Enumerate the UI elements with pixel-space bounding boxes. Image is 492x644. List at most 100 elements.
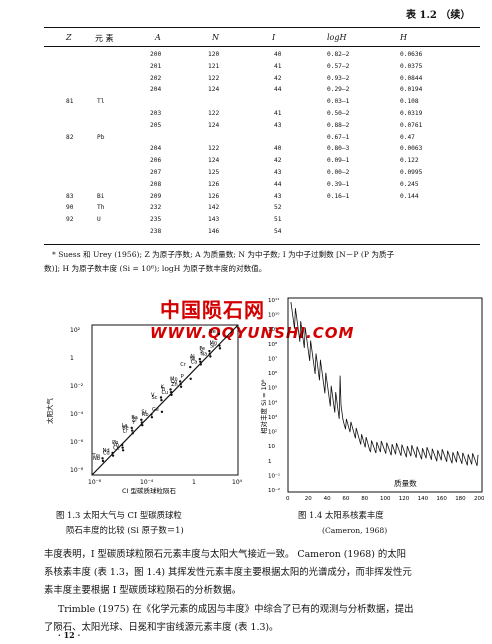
table-cell: 51 bbox=[274, 216, 282, 224]
table-cell: 44 bbox=[274, 180, 282, 188]
fig13-element-label: Ba bbox=[131, 415, 138, 421]
fig13-element-label: Nb bbox=[93, 456, 100, 462]
fig13-point bbox=[160, 410, 164, 414]
fig13-point bbox=[169, 390, 173, 394]
table-cell: 0.93—2 bbox=[327, 74, 350, 82]
fig13-y-tick-label: 10² bbox=[70, 327, 81, 334]
body-para-1-line-1: 丰度表明，I 型碳质球粒陨石元素丰度与太阳大气接近一致。 Cameron (19… bbox=[44, 549, 407, 560]
table-cell: 0.0375 bbox=[400, 62, 423, 70]
watermark-chinese: 中国陨石网 bbox=[160, 298, 265, 322]
fig13-point bbox=[140, 421, 144, 424]
table-cell: 0.0844 bbox=[400, 74, 423, 82]
fig13-point bbox=[131, 429, 134, 432]
table-cell: U bbox=[97, 216, 101, 224]
fig14-x-tick-label: 100 bbox=[380, 496, 391, 502]
body-para-1-line-3: 素丰度主要根据 I 型碳质球粒陨石的分析数据。 bbox=[44, 585, 242, 596]
fig14-y-tick-label: 10⁸ bbox=[268, 341, 278, 348]
fig13-point bbox=[179, 385, 183, 388]
fig13-point bbox=[111, 454, 115, 457]
figure-1-4-caption-line-2: (Cameron, 1968) bbox=[322, 526, 388, 535]
fig14-abundance-curve bbox=[290, 301, 479, 467]
fig14-x-tick-label: 60 bbox=[342, 496, 349, 502]
fig13-plot-frame bbox=[91, 324, 239, 476]
page-number: · 12 · bbox=[58, 630, 81, 640]
table-cell: Th bbox=[97, 204, 105, 212]
fig13-element-label: Ne bbox=[209, 329, 216, 335]
fig13-point bbox=[141, 424, 144, 427]
fig13-element-label: Pb bbox=[112, 440, 118, 446]
fig13-y-tick-label: 10⁻⁶ bbox=[70, 439, 84, 446]
table-cell: 146 bbox=[208, 228, 220, 235]
table-cell: 232 bbox=[150, 204, 162, 212]
fig13-point bbox=[208, 349, 211, 353]
table-note-line-1: * Suess 和 Urey (1956); Z 为原子序数; A 为质量数; … bbox=[52, 250, 395, 259]
table-cell: 82 bbox=[66, 133, 74, 141]
fig14-x-tick-label: 180 bbox=[455, 496, 466, 502]
fig13-point bbox=[199, 360, 202, 363]
fig13-element-label: Ce bbox=[113, 445, 120, 451]
table-cell: 0.0636 bbox=[400, 51, 423, 58]
fig14-y-tick-label: 10⁵ bbox=[268, 385, 277, 392]
table-cell: 83 bbox=[66, 192, 74, 200]
table-cell: 0.80—3 bbox=[327, 145, 350, 153]
table-cell: 81 bbox=[66, 98, 74, 106]
table-cell: 0.88—2 bbox=[327, 121, 350, 129]
table-cell: 143 bbox=[208, 216, 220, 224]
fig14-y-axis-label: 相对丰度 Si = 10⁶ bbox=[259, 379, 268, 434]
fig13-x-tick-label: 10⁻⁸ bbox=[88, 479, 102, 486]
fig14-y-tick-label: 10¹⁰ bbox=[268, 312, 280, 319]
fig13-y-tick-label: 1 bbox=[70, 355, 74, 362]
fig13-element-label: Al bbox=[190, 354, 195, 360]
table-cell: 40 bbox=[274, 145, 282, 153]
table-cell: 204 bbox=[150, 145, 162, 153]
fig13-point bbox=[140, 418, 143, 422]
fig14-y-tick-label: 10⁷ bbox=[268, 355, 277, 362]
col-header-z: Z bbox=[66, 33, 72, 42]
table-cell: 0.82—2 bbox=[327, 51, 350, 58]
fig14-y-tick-label: 10² bbox=[268, 429, 277, 436]
fig13-point bbox=[218, 347, 222, 350]
fig13-element-label: Na bbox=[200, 351, 207, 357]
fig13-point bbox=[189, 377, 192, 380]
table-cell: 124 bbox=[208, 121, 220, 129]
table-cell: 205 bbox=[150, 121, 162, 129]
fig13-element-label: K bbox=[161, 384, 165, 390]
fig13-point bbox=[189, 365, 192, 369]
fig13-element-label: Sr bbox=[141, 410, 147, 416]
fig13-y-tick-label: 10⁻⁸ bbox=[70, 467, 84, 474]
table-cell: 0.122 bbox=[400, 157, 419, 165]
fig13-point bbox=[208, 352, 212, 355]
fig13-element-label: V bbox=[151, 393, 155, 399]
fig13-point bbox=[170, 393, 173, 397]
fig13-point bbox=[198, 357, 202, 361]
table-cell: 238 bbox=[150, 228, 162, 235]
fig13-element-label: Fe bbox=[199, 346, 205, 352]
fig13-equality-line bbox=[91, 324, 239, 476]
table-cell: 0.0995 bbox=[400, 169, 423, 176]
fig13-element-label: Sc bbox=[151, 395, 157, 401]
fig13-point bbox=[121, 446, 124, 449]
col-header-element: 元 素 bbox=[95, 34, 114, 43]
fig13-x-tick-label: 10⁻⁴ bbox=[140, 479, 154, 486]
fig13-element-label: Ca bbox=[191, 359, 198, 365]
table-cell: 0.39—1 bbox=[327, 180, 350, 188]
fig13-point bbox=[111, 451, 114, 455]
table-cell: Pb bbox=[97, 133, 105, 141]
fig13-element-label: Ni bbox=[190, 357, 195, 363]
fig13-element-label: Cd bbox=[103, 451, 110, 457]
table-cell: 43 bbox=[274, 121, 282, 129]
col-header-i: I bbox=[272, 33, 276, 42]
fig13-y-tick-label: 10⁻⁴ bbox=[70, 411, 84, 418]
fig13-point bbox=[179, 382, 182, 386]
table-cell: 204 bbox=[150, 86, 162, 94]
table-continuation-label: 表 1.2 （续） bbox=[406, 10, 471, 21]
fig14-y-tick-label: 10⁻¹ bbox=[268, 472, 280, 479]
figure-1-3-chart: 太阳大气 10² 1 10⁻² 10⁻⁴ 10⁻⁶ 10⁻⁸ 10⁻⁸ 10⁻⁴ 1 10⁴ N… bbox=[45, 324, 243, 495]
table-cell: 126 bbox=[208, 192, 220, 200]
table-cell: 209 bbox=[150, 192, 162, 200]
col-header-h: H bbox=[400, 33, 407, 42]
figure-1-3-caption-line-1: 图 1.3 太阳大气与 CI 型碳质球粒 bbox=[56, 510, 182, 520]
fig13-point bbox=[120, 443, 124, 447]
fig13-x-tick-label: 1 bbox=[192, 479, 196, 486]
table-cell: Bi bbox=[97, 192, 105, 200]
